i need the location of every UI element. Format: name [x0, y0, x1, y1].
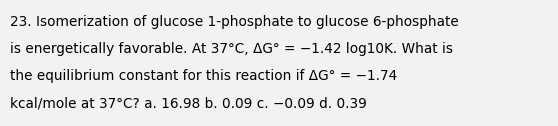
Text: is energetically favorable. At 37°C, ΔG° = −1.42 log10K. What is: is energetically favorable. At 37°C, ΔG°…: [10, 42, 453, 56]
Text: kcal/mole at 37°C? a. 16.98 b. 0.09 c. −0.09 d. 0.39: kcal/mole at 37°C? a. 16.98 b. 0.09 c. −…: [10, 96, 367, 110]
Text: the equilibrium constant for this reaction if ΔG° = −1.74: the equilibrium constant for this reacti…: [10, 69, 397, 83]
Text: 23. Isomerization of glucose 1-phosphate to glucose 6-phosphate: 23. Isomerization of glucose 1-phosphate…: [10, 15, 459, 29]
